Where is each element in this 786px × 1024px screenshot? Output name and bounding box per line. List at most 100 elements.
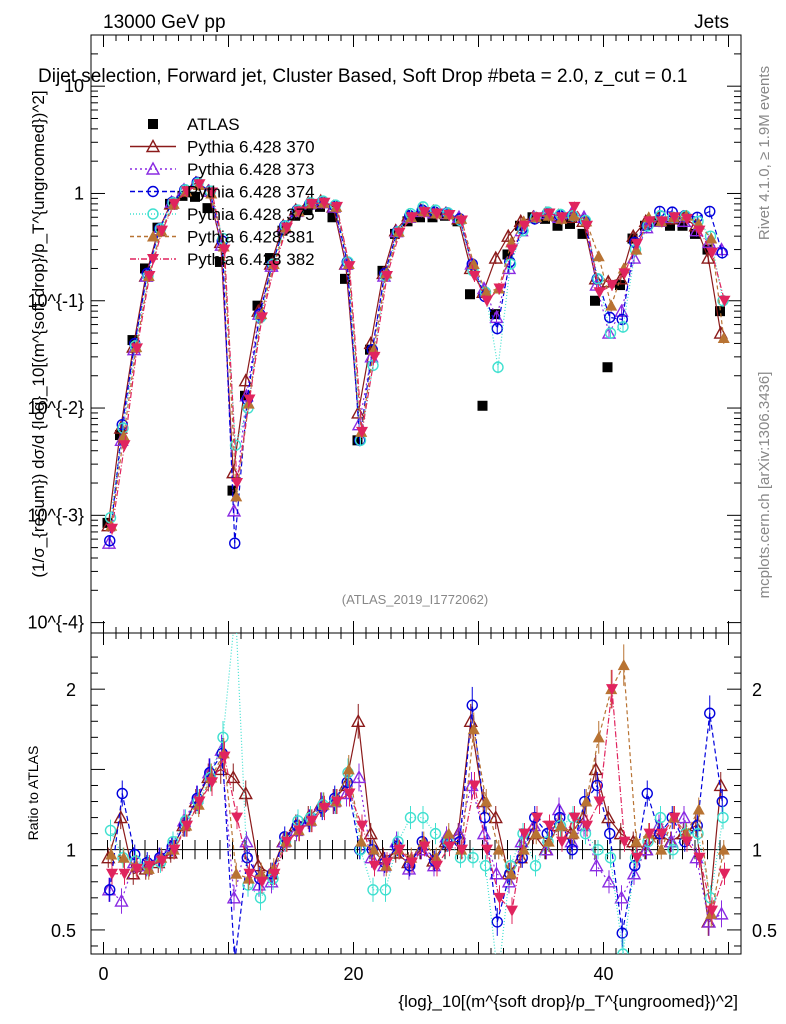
- legend-marker: [148, 119, 158, 129]
- ratio-point: [718, 868, 731, 880]
- ratio-series-pythia-6-428-374: [104, 686, 728, 954]
- ratio-point: [681, 836, 693, 848]
- ratio-point: [363, 826, 378, 840]
- data-point: [243, 394, 256, 406]
- data-point: [604, 311, 616, 324]
- data-point: [656, 216, 668, 228]
- ratio-point: [531, 812, 543, 824]
- data-point: [229, 537, 241, 549]
- legend-entry: ATLAS: [148, 115, 240, 134]
- ratio-point: [104, 824, 117, 837]
- data-point: [117, 429, 130, 441]
- ratio-point: [556, 836, 568, 848]
- legend-marker: [145, 139, 161, 153]
- legend-marker: [145, 161, 161, 175]
- data-point: [614, 303, 629, 317]
- data-point: [592, 273, 604, 285]
- ratio-point: [226, 890, 242, 904]
- analysis-watermark: (ATLAS_2019_I1772062): [342, 592, 488, 607]
- data-point: [618, 268, 631, 280]
- ratio-point: [618, 836, 631, 848]
- ratio-point: [104, 884, 116, 896]
- data-point: [704, 205, 716, 218]
- ratio-point: [442, 827, 455, 839]
- data-point: [118, 440, 131, 452]
- ratio-point: [589, 858, 604, 872]
- data-point: [467, 258, 480, 270]
- data-point: [331, 201, 343, 213]
- data-point: [665, 220, 675, 231]
- legend-marker: [147, 230, 159, 242]
- ratio-tick-label: 0.5: [51, 921, 76, 941]
- ratio-point: [692, 827, 704, 840]
- data-point: [468, 271, 481, 283]
- ratio-point: [566, 843, 578, 856]
- ratio-point: [254, 892, 267, 904]
- header-right: Jets: [694, 12, 729, 33]
- ratio-point: [693, 852, 706, 864]
- data-point: [643, 216, 656, 228]
- data-point: [506, 244, 518, 256]
- ratio-point: [529, 860, 542, 872]
- legend-entry: Pythia 6.428 370: [130, 138, 315, 157]
- data-point: [415, 212, 425, 223]
- x-tick-label: 0: [98, 964, 108, 984]
- ratio-point: [481, 844, 493, 856]
- data-point: [631, 238, 643, 250]
- ratio-line: [109, 633, 724, 954]
- ratio-point: [238, 786, 253, 800]
- ratio-point: [488, 810, 503, 824]
- data-point: [493, 283, 506, 295]
- ratio-point: [218, 751, 231, 763]
- ratio-axis-label: Ratio to ATLAS: [25, 746, 41, 841]
- data-point: [701, 250, 716, 264]
- ratio-point: [581, 820, 593, 832]
- ratio-point: [588, 761, 603, 776]
- ratio-point: [431, 860, 443, 872]
- ratio-point: [593, 796, 606, 808]
- ratio-tick-label: 2: [66, 680, 76, 700]
- data-point: [202, 203, 213, 214]
- data-point: [593, 287, 606, 299]
- ratio-tick-label: 1: [66, 841, 76, 861]
- data-point: [456, 215, 468, 227]
- ratio-point: [466, 699, 478, 711]
- ratio-point: [114, 893, 129, 907]
- ratio-point: [268, 868, 281, 880]
- ratio-point: [226, 769, 241, 784]
- ratio-point: [568, 812, 581, 824]
- data-point: [363, 335, 378, 350]
- ratio-point: [355, 835, 368, 847]
- data-point: [568, 201, 581, 213]
- data-point: [480, 286, 493, 298]
- data-point: [127, 335, 138, 346]
- data-point: [352, 435, 363, 446]
- legend-entry: Pythia 6.428 373: [130, 160, 315, 179]
- data-point: [693, 225, 706, 237]
- data-point: [165, 198, 175, 209]
- data-point: [343, 261, 356, 273]
- ratio-point: [604, 852, 617, 864]
- data-point: [168, 198, 181, 210]
- data-point: [106, 523, 118, 535]
- ratio-point: [667, 843, 679, 856]
- ratio-tick-label: 1: [752, 841, 762, 861]
- ratio-point: [456, 844, 468, 856]
- data-point: [705, 232, 718, 244]
- data-point: [552, 220, 563, 231]
- ratio-point: [480, 795, 493, 807]
- ratio-point: [656, 828, 668, 840]
- data-point: [377, 265, 388, 276]
- ratio-point: [143, 860, 156, 872]
- ratio-point: [493, 973, 503, 983]
- data-point: [615, 280, 625, 291]
- ratio-point: [418, 841, 431, 853]
- ratio-point: [704, 892, 717, 904]
- ratio-line: [109, 705, 723, 954]
- ratio-point: [606, 684, 618, 696]
- ratio-point: [617, 659, 630, 671]
- data-point: [706, 247, 718, 259]
- data-point: [356, 426, 368, 438]
- data-point: [143, 271, 156, 283]
